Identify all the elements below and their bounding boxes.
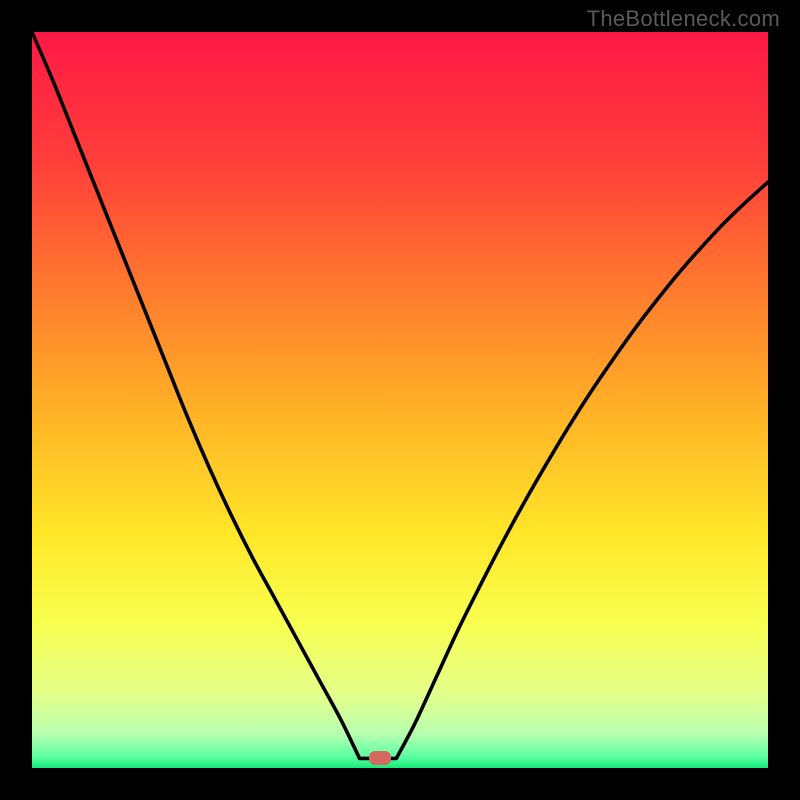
bottleneck-curve bbox=[32, 32, 768, 768]
plot-area bbox=[32, 32, 768, 768]
watermark-text: TheBottleneck.com bbox=[587, 6, 780, 32]
minimum-marker bbox=[369, 751, 391, 765]
